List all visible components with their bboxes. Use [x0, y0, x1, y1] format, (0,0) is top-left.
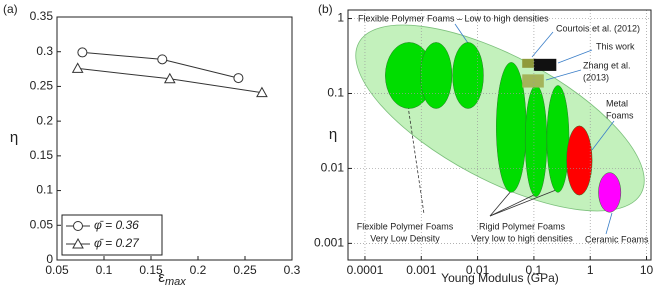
arrow [605, 212, 613, 235]
property-ellipse [496, 62, 527, 193]
annotation: Ceramic Foams [585, 234, 649, 244]
arrow [557, 49, 593, 64]
y-tick-label: 0.15 [30, 148, 54, 162]
x-axis-label: εmax [158, 269, 186, 287]
y-axis-label: η [329, 126, 337, 143]
point-marker [157, 54, 168, 65]
annotation: Very Low Density [370, 233, 440, 243]
point-marker [71, 62, 84, 73]
property-ellipse [420, 42, 453, 109]
x-tick-label: 0.25 [233, 263, 257, 277]
x-tick-label: 0.01 [466, 263, 490, 277]
y-tick-label: 0 [46, 252, 53, 266]
legend-label: φ̄ = 0.36 [94, 218, 139, 232]
y-tick-label: 0.05 [30, 217, 54, 231]
annotation: Metal [606, 98, 628, 108]
annotation: Courtois et al. (2012) [556, 23, 640, 33]
x-tick-label: 0.15 [139, 263, 163, 277]
x-tick-label: 0.001 [406, 263, 436, 277]
x-tick-label: 0.1 [96, 263, 113, 277]
point-marker [233, 73, 244, 84]
x-tick-label: 0.3 [284, 263, 301, 277]
arrow [545, 69, 582, 81]
point-marker [163, 72, 176, 84]
arrow [489, 189, 557, 217]
arrow [591, 120, 615, 151]
y-tick-label: 0.001 [314, 236, 344, 250]
plot-frame [347, 9, 652, 261]
y-axis-label: η [10, 129, 18, 146]
arrow [531, 31, 554, 58]
data-box [533, 58, 557, 71]
data-box [522, 58, 537, 68]
property-ellipse [546, 85, 570, 193]
annotation: Flexible Polymer Foams – Low to high den… [358, 13, 549, 23]
y-tick-label: 1 [337, 11, 344, 25]
annotation: Flexible Polymer Foams [357, 221, 454, 231]
annotation: This work [596, 41, 635, 51]
annotation: (2013) [583, 72, 609, 82]
panel-label: (a) [3, 2, 18, 16]
property-ellipse [524, 85, 548, 197]
annotation: Zhang et al. [583, 60, 631, 70]
x-axis-label-sub: max [165, 276, 186, 287]
annotation: Foams [606, 110, 634, 120]
property-ellipse [566, 125, 593, 196]
x-tick-label: 0.05 [45, 263, 69, 277]
y-tick-label: 0.1 [36, 183, 53, 197]
x-tick-label: 0.0001 [347, 263, 384, 277]
panel-label: (b) [318, 2, 333, 16]
x-tick-label: 0.2 [190, 263, 207, 277]
x-axis-label-base: ε [158, 269, 165, 286]
annotation: Rigid Polymer Foams [479, 221, 566, 231]
arrow [489, 193, 537, 217]
x-axis-label: Young Modulus (GPa) [441, 271, 559, 285]
legend-marker [72, 237, 84, 249]
y-tick-label: 0.3 [36, 44, 53, 58]
y-tick-label: 0.1 [327, 86, 344, 100]
plot-frame [56, 16, 293, 261]
arrow [489, 189, 513, 217]
y-tick-label: 0.35 [30, 9, 54, 23]
y-tick-label: 0.25 [30, 79, 54, 93]
annotation: Very low to high densities [471, 233, 573, 243]
x-tick-label: 0.1 [526, 263, 543, 277]
data-box [522, 74, 544, 88]
x-tick-label: 10 [640, 263, 654, 277]
property-ellipse [598, 172, 622, 213]
legend-label: φ̄ = 0.27 [94, 236, 140, 250]
legend-marker [73, 221, 83, 231]
point-marker [77, 47, 88, 58]
y-tick-label: 0.2 [36, 113, 53, 127]
property-ellipse [452, 42, 484, 109]
y-tick-label: 0.01 [321, 161, 345, 175]
point-marker [256, 86, 268, 98]
x-tick-label: 1 [587, 263, 594, 277]
